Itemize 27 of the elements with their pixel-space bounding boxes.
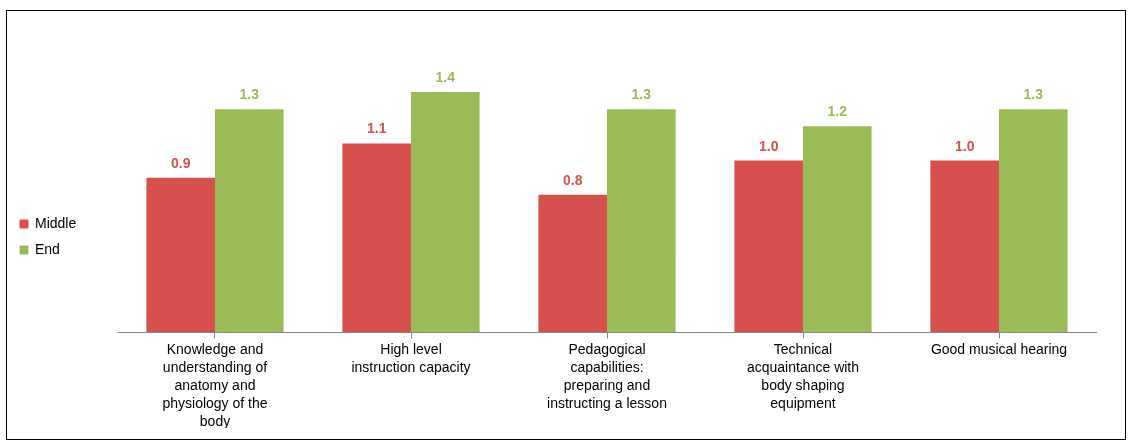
bar bbox=[411, 92, 480, 332]
bar bbox=[999, 109, 1068, 332]
bar bbox=[734, 160, 803, 332]
legend-label: Middle bbox=[35, 215, 77, 231]
bar bbox=[146, 177, 215, 332]
x-tick-label: Technical acquaintance with body shaping equipment bbox=[746, 340, 860, 411]
x-tick-label: Knowledge and understanding of anatomy and physiology of the body bbox=[162, 340, 268, 429]
data-label: 1.3 bbox=[631, 86, 652, 103]
x-tick-label: High level instruction capacity bbox=[351, 340, 471, 375]
data-label: 1.0 bbox=[758, 137, 779, 154]
bar bbox=[930, 160, 999, 332]
bar bbox=[538, 194, 607, 332]
x-tick-label: Good musical hearing bbox=[930, 340, 1068, 357]
data-label: 1.1 bbox=[366, 120, 387, 137]
data-label: 1.2 bbox=[827, 103, 848, 120]
legend-label: End bbox=[35, 241, 60, 257]
data-label: 0.9 bbox=[170, 154, 191, 171]
bar bbox=[342, 143, 411, 332]
data-label: 1.3 bbox=[1023, 86, 1044, 103]
x-tick-label: Pedagogical capabilities: preparing and instructing a lesson bbox=[547, 340, 667, 411]
data-label: 1.3 bbox=[239, 86, 260, 103]
bar bbox=[607, 109, 676, 332]
data-label: 1.0 bbox=[954, 137, 975, 154]
bar bbox=[215, 109, 284, 332]
data-label: 1.4 bbox=[435, 69, 456, 85]
data-label: 0.8 bbox=[562, 171, 583, 188]
bar bbox=[803, 126, 872, 332]
